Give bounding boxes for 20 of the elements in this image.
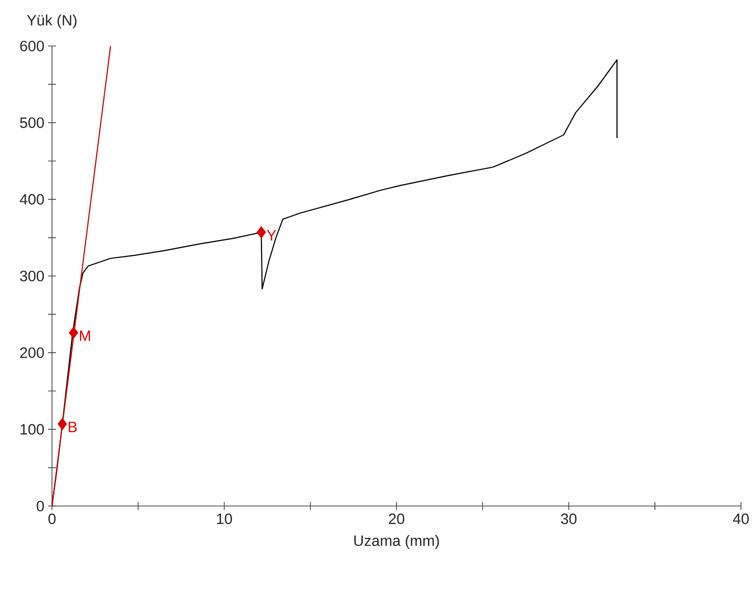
x-tick-label: 40 bbox=[733, 514, 749, 524]
y-tick-label: 300 bbox=[20, 270, 44, 282]
y-tick-label: 600 bbox=[20, 40, 44, 52]
y-tick-label: 200 bbox=[20, 347, 44, 358]
annotation: B bbox=[68, 422, 77, 432]
x-tick-label: 20 bbox=[388, 514, 404, 524]
y-tick-label: 500 bbox=[20, 117, 44, 128]
point bbox=[256, 226, 266, 238]
y-tick-label: 100 bbox=[20, 424, 44, 435]
y-axis-title: Yük (N) bbox=[26, 14, 76, 28]
annotation: M bbox=[80, 330, 90, 341]
x-tick-label: 30 bbox=[560, 514, 577, 524]
point bbox=[58, 418, 68, 430]
point bbox=[68, 326, 78, 339]
x-axis-title: Uzama (mm) bbox=[354, 534, 439, 549]
y-tick-label: 0 bbox=[36, 500, 44, 512]
annotation: Y bbox=[266, 230, 276, 240]
y-tick-label: 400 bbox=[20, 194, 44, 205]
x-tick-label: 0 bbox=[48, 514, 56, 524]
x-tick-label: 10 bbox=[217, 514, 232, 524]
